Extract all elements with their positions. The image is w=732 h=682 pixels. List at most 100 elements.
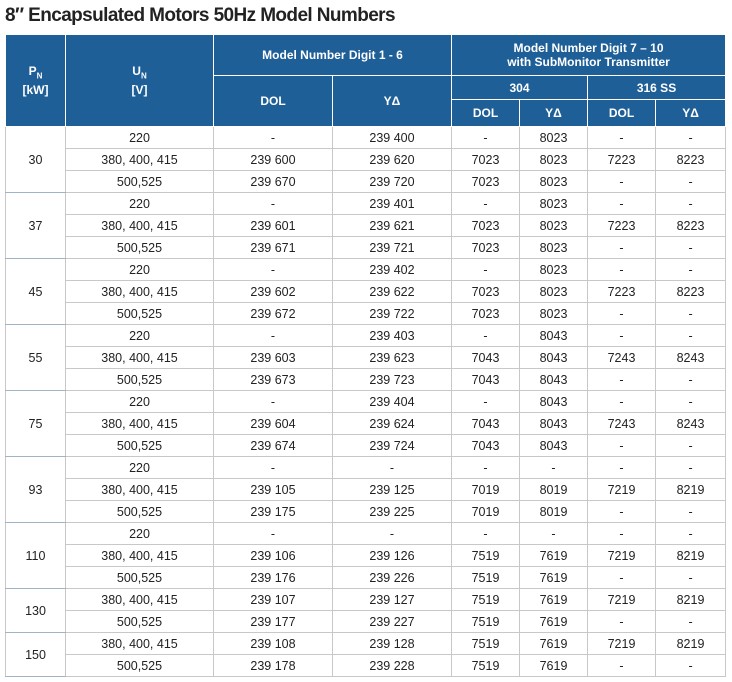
dol-header: DOL	[587, 99, 656, 127]
table-body: 30 220-239 400-8023- -380, 400, 415 239 600…	[5, 126, 727, 677]
table-row: 500,525 239 177 239 227 7519 7619- -	[6, 610, 727, 633]
yd-304-cell: 8043	[519, 412, 588, 435]
voltage-cell: 500,525	[65, 236, 214, 259]
dol-1-6-cell: 239 603	[213, 346, 333, 369]
dol-1-6-cell: -	[213, 324, 333, 347]
yd-316-cell: 8243	[654, 412, 727, 435]
yd-304-cell: 7619	[519, 566, 588, 589]
dol-1-6-cell: 239 672	[213, 302, 333, 325]
power-cell: 75	[5, 390, 66, 457]
dol-1-6-cell: 239 106	[213, 544, 333, 567]
yd-304-cell: -	[519, 522, 588, 545]
dol-304-cell: 7023	[451, 148, 520, 171]
yd-316-cell: -	[654, 522, 727, 545]
voltage-cell: 220	[65, 258, 214, 281]
dol-304-cell: 7043	[451, 346, 520, 369]
dol-1-6-cell: 239 176	[213, 566, 333, 589]
yd-304-cell: 8023	[519, 126, 588, 149]
dol-316-cell: -	[587, 324, 656, 347]
dol-1-6-cell: 239 673	[213, 368, 333, 391]
dol-316-cell: 7219	[587, 544, 656, 567]
dol-1-6-cell: 239 604	[213, 412, 333, 435]
table-row: 500,525 239 671 239 721 7023 8023- -	[6, 236, 727, 259]
voltage-cell: 500,525	[65, 566, 214, 589]
voltage-cell: 380, 400, 415	[65, 214, 214, 237]
yd-header: YΔ	[654, 99, 727, 127]
table-row: 380, 400, 415 239 600 239 620 7023 8023 7223 8…	[6, 148, 727, 171]
voltage-cell: 380, 400, 415	[65, 280, 214, 303]
model-table: PN [kW] UN [V] Model Number Digit 1 - 6 Mo…	[5, 34, 727, 677]
yd-316-cell: 8219	[654, 632, 727, 655]
dol-1-6-cell: -	[213, 258, 333, 281]
yd-304-cell: 7619	[519, 654, 588, 677]
dol-304-cell: 7019	[451, 500, 520, 523]
digit-1-6-header: Model Number Digit 1 - 6	[213, 34, 452, 76]
table-row: 130 380, 400, 415 239 107 239 127 7519 7619 72…	[5, 588, 727, 633]
dol-316-cell: -	[587, 126, 656, 149]
yd-1-6-cell: -	[332, 456, 452, 479]
voltage-cell: 220	[65, 456, 214, 479]
un-unit: [V]	[131, 83, 148, 98]
table-row: 380, 400, 415 239 105 239 125 7019 8019 7219 8…	[6, 478, 727, 501]
dol-304-cell: 7519	[451, 654, 520, 677]
dol-1-6-cell: 239 670	[213, 170, 333, 193]
dol-1-6-cell: 239 674	[213, 434, 333, 457]
yd-316-cell: 8243	[654, 346, 727, 369]
dol-304-cell: -	[451, 522, 520, 545]
yd-304-cell: -	[519, 456, 588, 479]
yd-316-cell: 8223	[654, 280, 727, 303]
dol-304-cell: 7043	[451, 368, 520, 391]
table-row: 380, 400, 415 239 601 239 621 7023 8023 7223 8…	[6, 214, 727, 237]
yd-1-6-cell: 239 126	[332, 544, 452, 567]
voltage-cell: 380, 400, 415	[65, 632, 214, 655]
yd-304-cell: 8019	[519, 478, 588, 501]
dol-1-6-cell: -	[213, 390, 333, 413]
yd-1-6-cell: 239 400	[332, 126, 452, 149]
yd-1-6-cell: 239 125	[332, 478, 452, 501]
dol-316-cell: 7219	[587, 588, 656, 611]
power-cell: 55	[5, 324, 66, 391]
yd-304-cell: 8023	[519, 214, 588, 237]
dol-1-6-cell: 239 671	[213, 236, 333, 259]
pn-symbol: P	[28, 63, 37, 78]
dol-316-cell: -	[587, 170, 656, 193]
dol-304-cell: 7519	[451, 632, 520, 655]
yd-1-6-cell: 239 620	[332, 148, 452, 171]
table-row: 75 220-239 404-8043- -	[5, 390, 727, 457]
dol-1-6-cell: 239 601	[213, 214, 333, 237]
yd-304-cell: 8023	[519, 258, 588, 281]
yd-304-cell: 8043	[519, 368, 588, 391]
dol-304-cell: -	[451, 390, 520, 413]
yd-304-cell: 8023	[519, 192, 588, 215]
table-header: PN [kW] UN [V] Model Number Digit 1 - 6 Mo…	[5, 34, 727, 127]
pn-header: PN [kW]	[5, 34, 66, 127]
yd-316-cell: -	[654, 192, 727, 215]
dol-316-cell: -	[587, 192, 656, 215]
yd-316-cell: -	[654, 368, 727, 391]
dol-316-cell: -	[587, 654, 656, 677]
voltage-cell: 500,525	[65, 654, 214, 677]
yd-316-cell: -	[654, 324, 727, 347]
table-row: 30 220-239 400-8023- -	[5, 126, 727, 193]
dol-1-6-cell: -	[213, 522, 333, 545]
yd-316-cell: -	[654, 170, 727, 193]
voltage-cell: 500,525	[65, 610, 214, 633]
yd-316-cell: -	[654, 610, 727, 633]
table-row: 500,525 239 176 239 226 7519 7619- -	[6, 566, 727, 589]
dol-304-cell: -	[451, 126, 520, 149]
pn-unit: [kW]	[22, 83, 49, 98]
dol-1-6-cell: 239 177	[213, 610, 333, 633]
un-sub: N	[140, 71, 147, 81]
table-row: 500,525 239 672 239 722 7023 8023- -	[6, 302, 727, 325]
table-row: 150 380, 400, 415 239 108 239 128 7519 7619 72…	[5, 632, 727, 677]
yd-1-6-cell: 239 721	[332, 236, 452, 259]
yd-1-6-cell: 239 623	[332, 346, 452, 369]
voltage-cell: 380, 400, 415	[65, 412, 214, 435]
table-row: 500,525 239 670 239 720 7023 8023- -	[6, 170, 727, 193]
voltage-cell: 500,525	[65, 434, 214, 457]
dol-304-cell: 7519	[451, 610, 520, 633]
table-row: 500,525 239 175 239 225 7019 8019- -	[6, 500, 727, 523]
yd-316-cell: 8223	[654, 148, 727, 171]
voltage-cell: 500,525	[65, 500, 214, 523]
